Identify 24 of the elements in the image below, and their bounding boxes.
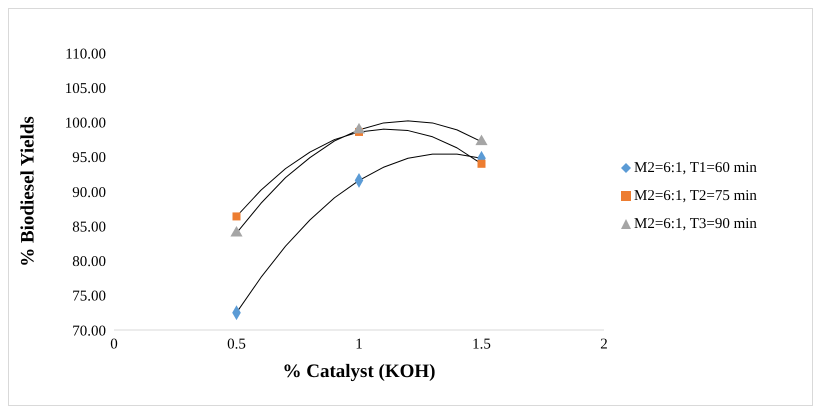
point bbox=[230, 226, 243, 237]
y-tick-label: 90.00 bbox=[72, 184, 106, 201]
point bbox=[475, 134, 488, 146]
y-tick-label: 75.00 bbox=[72, 288, 106, 305]
y-tick-label: 105.00 bbox=[64, 80, 106, 97]
y-tick-label: 95.00 bbox=[72, 150, 106, 166]
legend-label: M2=6:1, T2=75 min bbox=[634, 188, 757, 204]
x-tick-label: 0 bbox=[110, 336, 118, 353]
y-tick-label: 80.00 bbox=[72, 254, 106, 270]
y-tick-label: 100.00 bbox=[64, 116, 106, 132]
legend-label: M2=6:1, T3=90 min bbox=[634, 216, 757, 232]
y-tick-label: 110.00 bbox=[65, 46, 106, 62]
x-axis-title: % Catalyst (KOH) bbox=[282, 361, 436, 382]
x-tick-label: 1 bbox=[355, 336, 363, 353]
x-tick-label: 1.5 bbox=[472, 336, 491, 353]
y-tick-label: 70.00 bbox=[72, 323, 106, 340]
x-tick-label: 0.5 bbox=[227, 336, 246, 353]
legend-label: M2=6:1, T1=60 min bbox=[634, 160, 757, 176]
y-axis-title: % Biodiesel Yields bbox=[18, 116, 39, 267]
point bbox=[478, 160, 486, 168]
point bbox=[232, 212, 240, 220]
x-tick-label: 2 bbox=[600, 336, 608, 353]
y-tick-label: 85.00 bbox=[72, 219, 106, 236]
point bbox=[352, 122, 366, 134]
